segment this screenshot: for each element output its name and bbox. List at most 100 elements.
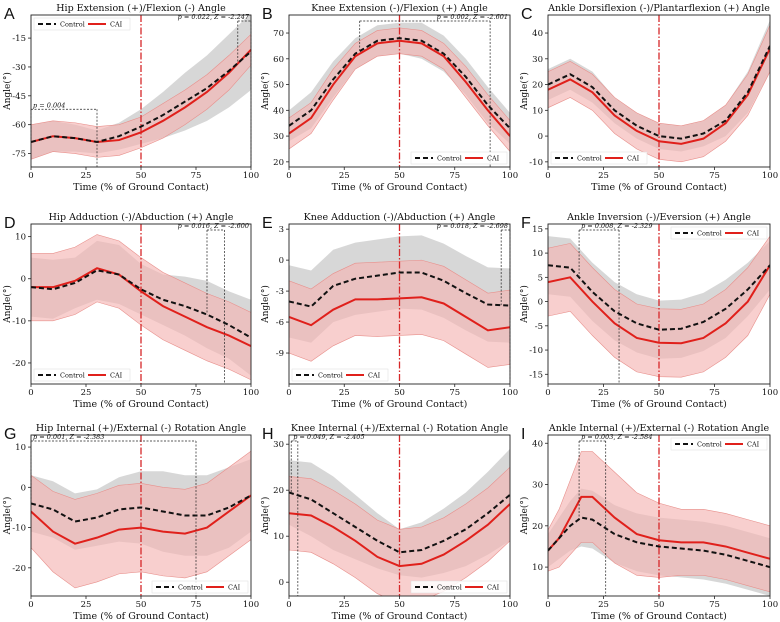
x-tick-label: 0 [28,388,33,398]
x-tick-label: 25 [339,171,350,181]
x-tick-label: 50 [136,600,147,610]
x-tick-label: 75 [709,600,720,610]
y-tick-label: -15 [12,34,26,44]
plot-area [289,435,510,596]
y-tick-label: 3 [279,225,284,235]
legend-box [670,226,768,240]
x-tick-label: 100 [762,388,778,398]
y-axis-label: Angle(°) [2,285,13,324]
y-tick-label: -6 [276,318,284,328]
legend-control-label: Control [697,230,722,238]
x-tick-label: 0 [545,388,550,398]
significance-annotation: p = 0.022, Z = -2.247 [178,13,252,167]
band-cai [548,451,770,593]
x-tick-label: 0 [286,600,291,610]
y-tick-label: -60 [12,121,26,131]
legend-control-label: Control [437,155,462,163]
y-tick-label: -10 [12,524,26,534]
y-tick-label: 0 [538,132,543,142]
panel-letter: D [4,215,16,232]
y-tick-label: 20 [273,486,284,496]
legend: Control CAI [550,151,648,165]
panel-title: Hip Extension (+)/Flexion (-) Angle [56,3,226,14]
band-cai [31,33,251,160]
series-control [289,491,510,554]
y-tick-label: 70 [273,29,284,39]
y-tick-label: 20 [532,522,543,532]
panel-title: Ankle Dorsiflexion (-)/Plantarflexion (+… [547,3,770,14]
band-control [31,15,251,160]
x-tick-label: 0 [286,388,291,398]
y-tick-label: -5 [535,322,543,332]
sig-label: p = 0.016, Z = -2.600 [178,222,249,230]
y-tick-label: 0 [21,275,26,285]
panel-f: p = 0.008, Z = -2.329 0 25 50 75 100 -15 -10 -5 0… [519,212,778,410]
y-axis-label: Angle(°) [260,72,271,111]
x-tick-label: 75 [191,171,202,181]
y-tick-label: 0 [279,256,284,266]
legend-box [291,368,389,382]
panel-letter: B [262,6,273,23]
panel-letter: H [262,426,274,443]
x-tick-label: 100 [502,600,518,610]
legend-control-label: Control [577,155,602,163]
x-tick-label: 100 [243,388,259,398]
y-tick-label: 30 [532,481,543,491]
legend: Control CAI [410,151,508,165]
band-cai [31,234,251,381]
legend-control-label: Control [178,584,203,592]
legend: Control CAI [670,226,768,240]
panel-title: Knee Extension (-)/Flexion (+) Angle [311,3,488,14]
plot-area [31,224,251,384]
series-control [31,494,251,523]
x-tick-label: 50 [654,600,665,610]
x-tick-label: 75 [709,388,720,398]
y-tick-label: 40 [273,106,284,116]
legend: Control CAI [33,17,131,31]
legend: Control CAI [670,437,768,451]
significance-annotation: p = 0.001, Z = -2.383 [30,433,197,596]
legend: Control CAI [33,368,131,382]
legend: Control CAI [291,368,389,382]
x-axis-label: Time (% of Ground Contact) [591,399,727,410]
legend-control-label: Control [60,372,85,380]
y-axis-label: Angle(°) [519,497,530,536]
panel-title: Hip Internal (+)/External (-) Rotation A… [36,423,247,434]
y-axis-label: Angle(°) [260,285,271,324]
y-tick-label: -45 [12,92,26,102]
panel-e: p = 0.018, Z = -2.698 0 25 50 75 100 -9 -6 -3 0 3 K… [260,212,518,410]
series-cai [31,48,251,143]
panel-letter: A [4,6,15,23]
legend: Control CAI [410,580,508,594]
y-tick-label: 60 [273,55,284,65]
x-tick-label: 50 [394,171,405,181]
x-tick-label: 100 [243,600,259,610]
panel-title: Hip Adduction (-)/Abduction (+) Angle [49,212,234,223]
x-tick-label: 25 [339,600,350,610]
legend-control-label: Control [318,372,343,380]
legend-control-label: Control [437,584,462,592]
y-tick-label: -20 [12,564,26,574]
legend-cai-label: CAI [487,584,500,592]
x-tick-label: 25 [598,388,609,398]
y-axis-label: Angle(°) [519,285,530,324]
x-tick-label: 25 [81,171,92,181]
y-tick-label: 20 [532,81,543,91]
x-tick-label: 100 [762,171,778,181]
plot-area [548,15,770,167]
y-tick-label: 30 [273,440,284,450]
y-tick-label: 10 [532,563,543,573]
y-tick-label: 10 [273,532,284,542]
legend-box [410,151,508,165]
panel-g: p = 0.001, Z = -2.383 0 25 50 75 100 -20 -10 0 10… [2,423,259,622]
x-axis-label: Time (% of Ground Contact) [73,399,209,410]
y-tick-label: 15 [532,225,543,235]
x-axis-label: Time (% of Ground Contact) [591,182,727,193]
y-axis-label: Angle(°) [260,497,271,536]
panel-b: p = 0.002, Z = -2.601 0 25 50 75 100 20 30 40 50 6… [260,3,518,193]
significance-annotation: p = 0.002, Z = -2.601 [359,13,508,167]
band-cai [548,25,770,163]
legend-cai-label: CAI [368,372,381,380]
